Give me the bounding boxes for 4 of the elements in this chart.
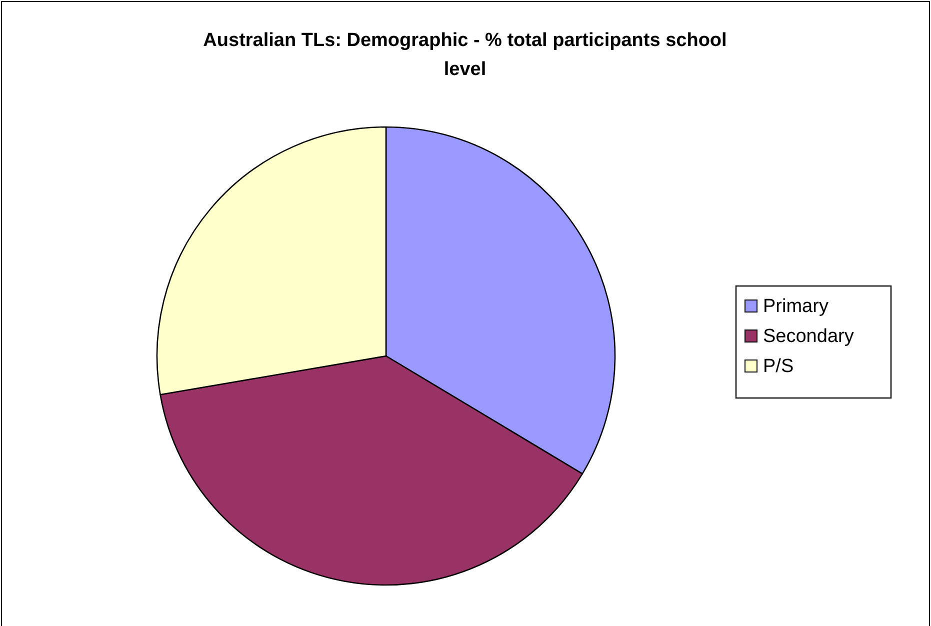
legend-label: P/S — [763, 356, 794, 377]
legend-label: Primary — [763, 296, 829, 317]
chart-title: Australian TLs: Demographic - % total participants school level — [203, 30, 727, 80]
legend-label: Secondary — [763, 326, 854, 347]
